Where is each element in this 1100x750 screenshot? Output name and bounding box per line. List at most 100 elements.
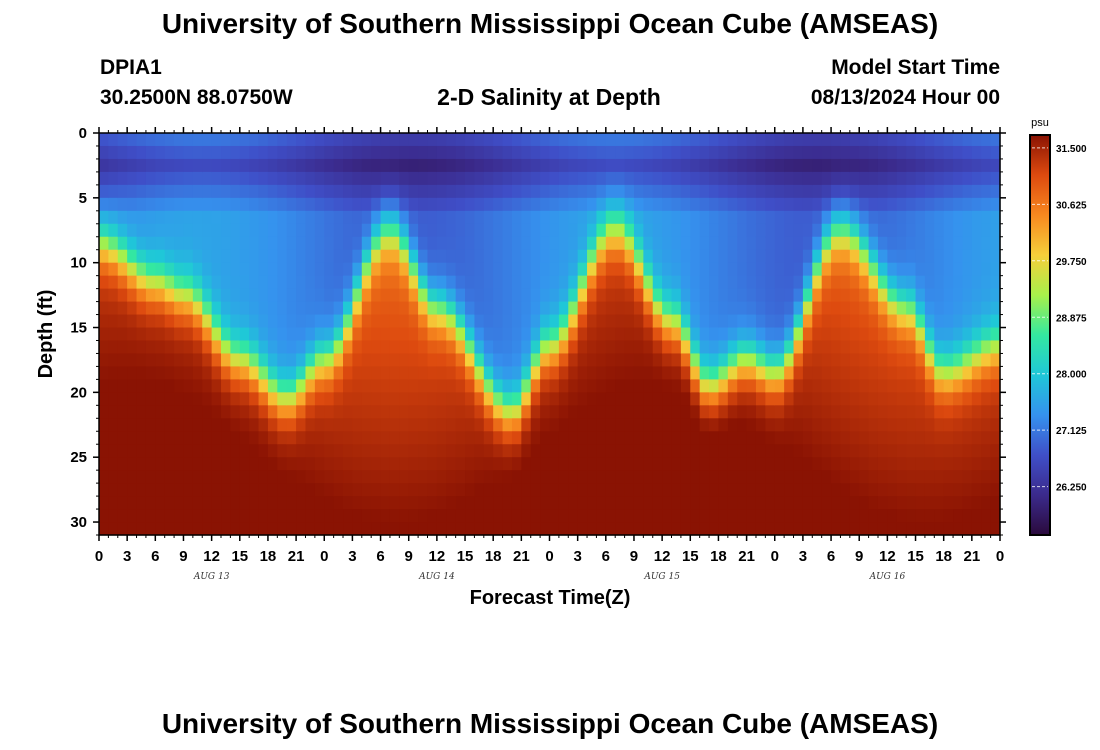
heatmap-cell [436, 171, 447, 186]
heatmap-cell [587, 327, 598, 342]
heatmap-cell [267, 314, 278, 329]
heatmap-cell [521, 431, 532, 445]
heatmap-cell [183, 353, 194, 368]
heatmap-cell [896, 275, 907, 290]
heatmap-cell [343, 223, 354, 238]
heatmap-cell [671, 496, 682, 510]
heatmap-cell [136, 522, 147, 536]
heatmap-cell [859, 145, 870, 160]
heatmap-cell [680, 392, 691, 406]
heatmap-cell [802, 301, 813, 316]
heatmap-cell [343, 470, 354, 484]
heatmap-cell [117, 431, 128, 445]
heatmap-cell [709, 327, 720, 342]
heatmap-cell [849, 353, 860, 368]
heatmap-cell [249, 184, 260, 199]
heatmap-cell [493, 171, 504, 186]
heatmap-cell [192, 158, 203, 173]
heatmap-cell [192, 288, 203, 303]
heatmap-cell [896, 171, 907, 186]
heatmap-cell [643, 171, 654, 186]
heatmap-cell [427, 288, 438, 303]
heatmap-cell [136, 210, 147, 225]
heatmap-cell [831, 340, 842, 355]
heatmap-cell [99, 249, 109, 264]
heatmap-cell [877, 236, 888, 251]
heatmap-cell [690, 392, 701, 406]
heatmap-cell [943, 197, 954, 212]
heatmap-cell [755, 210, 766, 225]
heatmap-cell [145, 288, 156, 303]
heatmap-cell [765, 249, 776, 264]
heatmap-cell [831, 444, 842, 458]
heatmap-cell [558, 288, 569, 303]
heatmap-cell [737, 301, 748, 316]
heatmap-cell [145, 327, 156, 342]
heatmap-cell [587, 262, 598, 277]
heatmap-cell [371, 509, 382, 523]
heatmap-cell [699, 431, 710, 445]
heatmap-cell [202, 327, 213, 342]
heatmap-cell [136, 366, 147, 380]
heatmap-cell [662, 223, 673, 238]
heatmap-cell [718, 522, 729, 536]
heatmap-cell [915, 158, 926, 173]
heatmap-cell [774, 379, 785, 393]
heatmap-cell [267, 379, 278, 393]
heatmap-cell [183, 275, 194, 290]
heatmap-cell [483, 327, 494, 342]
heatmap-cell [765, 431, 776, 445]
heatmap-cell [352, 340, 363, 355]
heatmap-cell [436, 509, 447, 523]
heatmap-cell [136, 249, 147, 264]
heatmap-cell [887, 483, 898, 497]
heatmap-cell [718, 145, 729, 160]
heatmap-cell [558, 262, 569, 277]
heatmap-cell [671, 327, 682, 342]
heatmap-cell [511, 457, 522, 471]
heatmap-cell [633, 145, 644, 160]
heatmap-cell [615, 158, 626, 173]
heatmap-cell [296, 444, 307, 458]
heatmap-cell [418, 418, 429, 432]
heatmap-cell [99, 379, 109, 393]
heatmap-cell [774, 483, 785, 497]
heatmap-cell [436, 327, 447, 342]
heatmap-cell [802, 379, 813, 393]
heatmap-cell [877, 171, 888, 186]
heatmap-cell [774, 158, 785, 173]
heatmap-cell [343, 379, 354, 393]
heatmap-cell [765, 145, 776, 160]
heatmap-cell [633, 171, 644, 186]
heatmap-cell [493, 236, 504, 251]
heatmap-cell [99, 262, 109, 277]
heatmap-cell [662, 405, 673, 419]
heatmap-cell [924, 262, 935, 277]
x-tick-label: 18 [485, 548, 502, 565]
heatmap-cell [361, 249, 372, 264]
heatmap-cell [446, 262, 457, 277]
heatmap-cell [521, 236, 532, 251]
heatmap-cell [408, 145, 419, 160]
heatmap-cell [680, 457, 691, 471]
heatmap-cell [117, 223, 128, 238]
heatmap-cell [643, 418, 654, 432]
heatmap-cell [230, 340, 241, 355]
heatmap-cell [718, 158, 729, 173]
heatmap-cell [802, 327, 813, 342]
heatmap-cell [680, 158, 691, 173]
heatmap-cell [690, 470, 701, 484]
heatmap-cell [802, 133, 813, 147]
heatmap-cell [455, 509, 466, 523]
heatmap-cell [427, 301, 438, 316]
heatmap-cell [812, 158, 823, 173]
heatmap-cell [577, 171, 588, 186]
heatmap-cell [127, 145, 138, 160]
heatmap-cell [699, 418, 710, 432]
heatmap-cell [371, 444, 382, 458]
heatmap-cell [774, 197, 785, 212]
heatmap-cell [680, 353, 691, 368]
heatmap-cell [117, 236, 128, 251]
heatmap-cell [361, 392, 372, 406]
heatmap-cell [174, 418, 185, 432]
